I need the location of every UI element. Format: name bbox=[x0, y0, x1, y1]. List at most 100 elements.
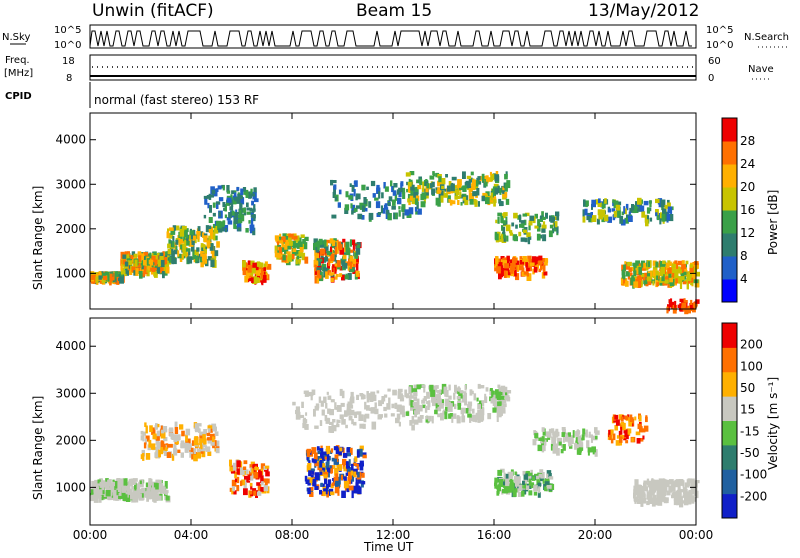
heatmap-cell bbox=[193, 437, 199, 446]
heatmap-cell bbox=[648, 492, 651, 498]
heatmap-cell bbox=[530, 482, 535, 489]
heatmap-cell bbox=[661, 485, 665, 489]
heatmap-cell bbox=[391, 205, 396, 210]
heatmap-cell bbox=[457, 403, 461, 410]
heatmap-cell bbox=[124, 253, 130, 260]
heatmap-cell bbox=[324, 245, 329, 251]
heatmap-cell bbox=[156, 443, 161, 449]
heatmap-cell bbox=[402, 192, 406, 199]
heatmap-cell bbox=[236, 187, 240, 191]
heatmap-cell bbox=[138, 483, 143, 487]
heatmap-cell bbox=[666, 498, 669, 504]
heatmap-cell bbox=[244, 475, 249, 483]
heatmap-cell bbox=[345, 241, 350, 250]
heatmap-cell bbox=[437, 413, 441, 418]
heatmap-cell bbox=[679, 269, 682, 274]
heatmap-cell bbox=[583, 432, 587, 437]
heatmap-cell bbox=[206, 437, 210, 441]
heatmap-cell bbox=[504, 263, 509, 269]
heatmap-cell bbox=[636, 484, 642, 489]
heatmap-cell bbox=[494, 264, 499, 272]
heatmap-cell bbox=[354, 456, 358, 462]
nsearch-tick-bottom: 10^0 bbox=[706, 40, 733, 51]
heatmap-cell bbox=[127, 487, 131, 493]
heatmap-cell bbox=[582, 428, 586, 435]
heatmap-cell bbox=[513, 236, 518, 242]
heatmap-cell bbox=[340, 402, 345, 407]
heatmap-cell bbox=[326, 391, 329, 395]
heatmap-cell bbox=[526, 267, 530, 272]
heatmap-cell bbox=[533, 266, 538, 273]
heatmap-cell bbox=[246, 207, 250, 211]
heatmap-cell bbox=[401, 187, 406, 194]
heatmap-cell bbox=[215, 442, 218, 450]
heatmap-cell bbox=[395, 213, 398, 219]
heatmap-cell bbox=[381, 396, 386, 402]
heatmap-cell bbox=[540, 215, 544, 220]
heatmap-cell bbox=[572, 430, 575, 438]
heatmap-cell bbox=[645, 219, 649, 227]
heatmap-cell bbox=[255, 490, 258, 498]
heatmap-cell bbox=[637, 275, 640, 284]
heatmap-cell bbox=[157, 485, 161, 492]
heatmap-cell bbox=[384, 413, 388, 418]
heatmap-cell bbox=[462, 171, 466, 179]
heatmap-cell bbox=[553, 227, 558, 232]
heatmap-cell bbox=[134, 259, 138, 267]
heatmap-cell bbox=[356, 248, 361, 255]
heatmap-cell bbox=[321, 409, 325, 416]
heatmap-cell bbox=[130, 488, 133, 495]
heatmap-cell bbox=[398, 421, 401, 427]
heatmap-cell bbox=[173, 249, 178, 255]
heatmap-cell bbox=[130, 492, 135, 500]
heatmap-cell bbox=[193, 454, 198, 462]
heatmap-cell bbox=[647, 215, 650, 220]
heatmap-cell bbox=[298, 258, 301, 265]
heatmap-cell bbox=[305, 412, 308, 416]
heatmap-cell bbox=[146, 258, 150, 266]
heatmap-cell bbox=[148, 492, 152, 500]
heatmap-cell bbox=[203, 235, 208, 243]
heatmap-cell bbox=[503, 472, 506, 480]
heatmap-cell bbox=[145, 482, 149, 488]
heatmap-cell bbox=[92, 488, 96, 493]
heatmap-cell bbox=[674, 483, 679, 488]
heatmap-cell bbox=[592, 215, 597, 220]
heatmap-cell bbox=[342, 447, 345, 454]
heatmap-cell bbox=[590, 217, 593, 223]
heatmap-cell bbox=[478, 179, 482, 185]
heatmap-cell bbox=[586, 216, 591, 221]
nave-tick-top: 60 bbox=[708, 56, 721, 67]
heatmap-cell bbox=[502, 190, 505, 194]
heatmap-cell bbox=[107, 494, 110, 501]
heatmap-cell bbox=[496, 409, 502, 418]
heatmap-cell bbox=[348, 258, 351, 264]
heatmap-cell bbox=[113, 493, 117, 501]
time-x-axis: 00:00 04:00 08:00 12:00 16:00 20:00 00:00 bbox=[73, 113, 713, 542]
heatmap-cell bbox=[159, 267, 164, 273]
heatmap-cell bbox=[352, 244, 355, 251]
heatmap-cell bbox=[360, 463, 364, 467]
heatmap-cell bbox=[612, 215, 616, 221]
colorbar-tick-label: -100 bbox=[740, 468, 767, 482]
heatmap-cell bbox=[435, 394, 439, 402]
heatmap-cell bbox=[314, 253, 320, 262]
heatmap-cell bbox=[207, 202, 210, 209]
heatmap-cell bbox=[196, 247, 200, 252]
heatmap-cell bbox=[410, 407, 414, 411]
heatmap-cell bbox=[467, 401, 473, 407]
heatmap-cell bbox=[640, 438, 644, 442]
heatmap-cell bbox=[448, 181, 452, 189]
heatmap-cell bbox=[353, 180, 358, 185]
heatmap-cell bbox=[179, 228, 185, 237]
heatmap-cell bbox=[361, 184, 366, 191]
heatmap-cell bbox=[579, 437, 584, 441]
heatmap-cell bbox=[687, 478, 691, 487]
heatmap-cell bbox=[300, 414, 305, 419]
heatmap-cell bbox=[249, 490, 253, 495]
heatmap-cell bbox=[423, 396, 427, 401]
heatmap-cell bbox=[165, 489, 168, 495]
heatmap-cell bbox=[159, 483, 164, 488]
heatmap-cell bbox=[636, 501, 642, 504]
heatmap-cell bbox=[347, 273, 352, 280]
